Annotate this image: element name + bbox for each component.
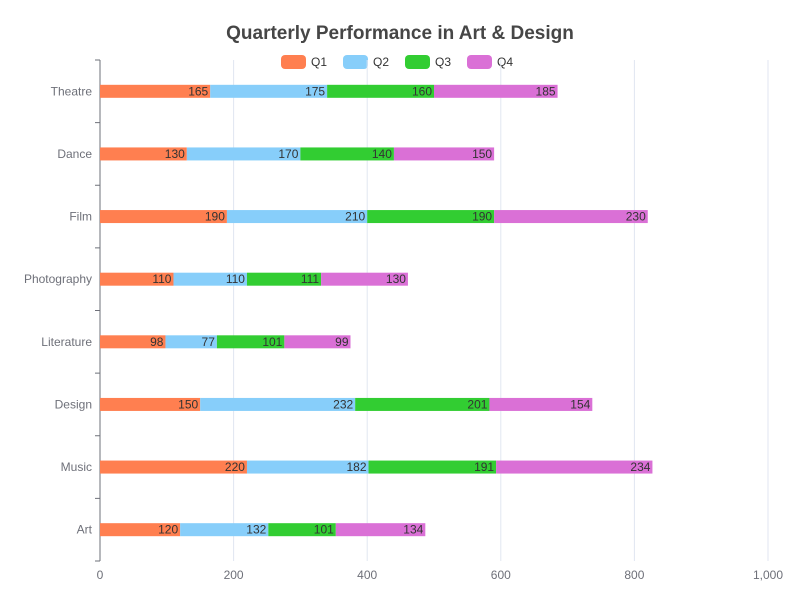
y-tick-label: Dance bbox=[57, 147, 92, 161]
bar-segment[interactable] bbox=[100, 460, 247, 474]
y-tick-label: Music bbox=[61, 460, 92, 474]
x-tick-label: 1,000 bbox=[753, 568, 783, 582]
data-label: 154 bbox=[570, 397, 590, 411]
bars[interactable] bbox=[100, 84, 653, 537]
chart-title: Quarterly Performance in Art & Design bbox=[226, 23, 574, 44]
data-label: 182 bbox=[347, 460, 367, 474]
legend-swatch bbox=[343, 55, 368, 69]
data-label: 110 bbox=[152, 272, 171, 286]
bar-segment[interactable] bbox=[100, 397, 201, 411]
legend-label: Q3 bbox=[435, 55, 451, 69]
y-tick-label: Photography bbox=[24, 272, 92, 286]
legend-swatch bbox=[405, 55, 430, 69]
legend-label: Q1 bbox=[311, 55, 327, 69]
data-label: 77 bbox=[202, 335, 216, 349]
data-label: 185 bbox=[536, 84, 556, 98]
data-label: 134 bbox=[403, 523, 423, 537]
data-label: 132 bbox=[246, 523, 266, 537]
legend-item[interactable]: Q3 bbox=[405, 55, 451, 69]
data-label: 130 bbox=[165, 147, 185, 161]
legend-item[interactable]: Q1 bbox=[281, 55, 327, 69]
bar-segment[interactable] bbox=[368, 460, 497, 474]
bar-segment[interactable] bbox=[246, 272, 322, 286]
data-label: 190 bbox=[205, 210, 225, 224]
y-tick-label: Art bbox=[77, 523, 93, 537]
bar-segment[interactable] bbox=[268, 523, 336, 537]
data-label: 191 bbox=[474, 460, 494, 474]
data-label: 232 bbox=[333, 397, 353, 411]
data-label: 101 bbox=[314, 523, 334, 537]
bar-segment[interactable] bbox=[321, 272, 408, 286]
data-label: 140 bbox=[372, 147, 392, 161]
data-label: 110 bbox=[226, 272, 245, 286]
legend-swatch bbox=[467, 55, 492, 69]
bar-segment[interactable] bbox=[100, 523, 181, 537]
data-label: 101 bbox=[262, 335, 282, 349]
y-tick-label: Film bbox=[69, 210, 92, 224]
bar-segment[interactable] bbox=[173, 272, 247, 286]
bar-segment[interactable] bbox=[489, 397, 593, 411]
grid-lines bbox=[233, 60, 769, 561]
bar-segment[interactable] bbox=[100, 335, 166, 349]
data-label: 99 bbox=[335, 335, 349, 349]
data-label: 130 bbox=[386, 272, 406, 286]
data-label: 165 bbox=[188, 84, 208, 98]
bar-segment[interactable] bbox=[100, 84, 211, 98]
bar-segment[interactable] bbox=[210, 84, 328, 98]
legend[interactable]: Q1 Q2 Q3 Q4 bbox=[281, 55, 513, 69]
x-tick-label: 200 bbox=[224, 568, 244, 582]
bar-segment[interactable] bbox=[284, 335, 351, 349]
bar-segment[interactable] bbox=[100, 210, 227, 224]
bar-segment[interactable] bbox=[335, 523, 426, 537]
data-label: 230 bbox=[626, 210, 646, 224]
bar-segment[interactable] bbox=[100, 272, 174, 286]
legend-item[interactable]: Q4 bbox=[467, 55, 513, 69]
y-tick-label: Literature bbox=[41, 335, 92, 349]
legend-item[interactable]: Q2 bbox=[343, 55, 389, 69]
data-label: 170 bbox=[278, 147, 298, 161]
bar-segment[interactable] bbox=[100, 147, 187, 161]
data-label: 190 bbox=[472, 210, 492, 224]
x-tick-label: 0 bbox=[97, 568, 104, 582]
legend-label: Q4 bbox=[497, 55, 513, 69]
bar-segment[interactable] bbox=[367, 210, 495, 224]
data-labels: 120 132 101 134 220 182 191 234 150 232 201 154 98 77… bbox=[150, 84, 651, 536]
data-label: 150 bbox=[178, 397, 198, 411]
y-tick-label: Design bbox=[55, 397, 92, 411]
data-label: 210 bbox=[345, 210, 365, 224]
data-label: 150 bbox=[472, 147, 492, 161]
bar-segment[interactable] bbox=[496, 460, 653, 474]
bar-segment[interactable] bbox=[180, 523, 269, 537]
data-label: 234 bbox=[630, 460, 650, 474]
legend-swatch bbox=[281, 55, 306, 69]
bar-segment[interactable] bbox=[434, 84, 558, 98]
bar-segment[interactable] bbox=[200, 397, 356, 411]
bar-segment[interactable] bbox=[355, 397, 490, 411]
axes: Art Music Design Literature Photography Film D… bbox=[24, 59, 783, 582]
data-label: 220 bbox=[225, 460, 245, 474]
bar-segment[interactable] bbox=[393, 147, 495, 161]
bar-segment[interactable] bbox=[246, 460, 369, 474]
bar-segment[interactable] bbox=[494, 210, 648, 224]
data-label: 120 bbox=[158, 523, 178, 537]
bar-segment[interactable] bbox=[300, 147, 394, 161]
data-label: 111 bbox=[301, 272, 320, 286]
data-label: 98 bbox=[150, 335, 164, 349]
y-tick-label: Theatre bbox=[51, 84, 93, 98]
x-tick-label: 400 bbox=[357, 568, 377, 582]
data-label: 175 bbox=[305, 84, 325, 98]
x-tick-label: 800 bbox=[624, 568, 644, 582]
bar-segment[interactable] bbox=[226, 210, 368, 224]
bar-segment[interactable] bbox=[216, 335, 285, 349]
legend-label: Q2 bbox=[373, 55, 389, 69]
x-tick-label: 600 bbox=[491, 568, 511, 582]
bar-segment[interactable] bbox=[165, 335, 217, 349]
data-label: 160 bbox=[412, 84, 432, 98]
bar-segment[interactable] bbox=[186, 147, 301, 161]
data-label: 201 bbox=[467, 397, 487, 411]
bar-segment[interactable] bbox=[327, 84, 434, 98]
